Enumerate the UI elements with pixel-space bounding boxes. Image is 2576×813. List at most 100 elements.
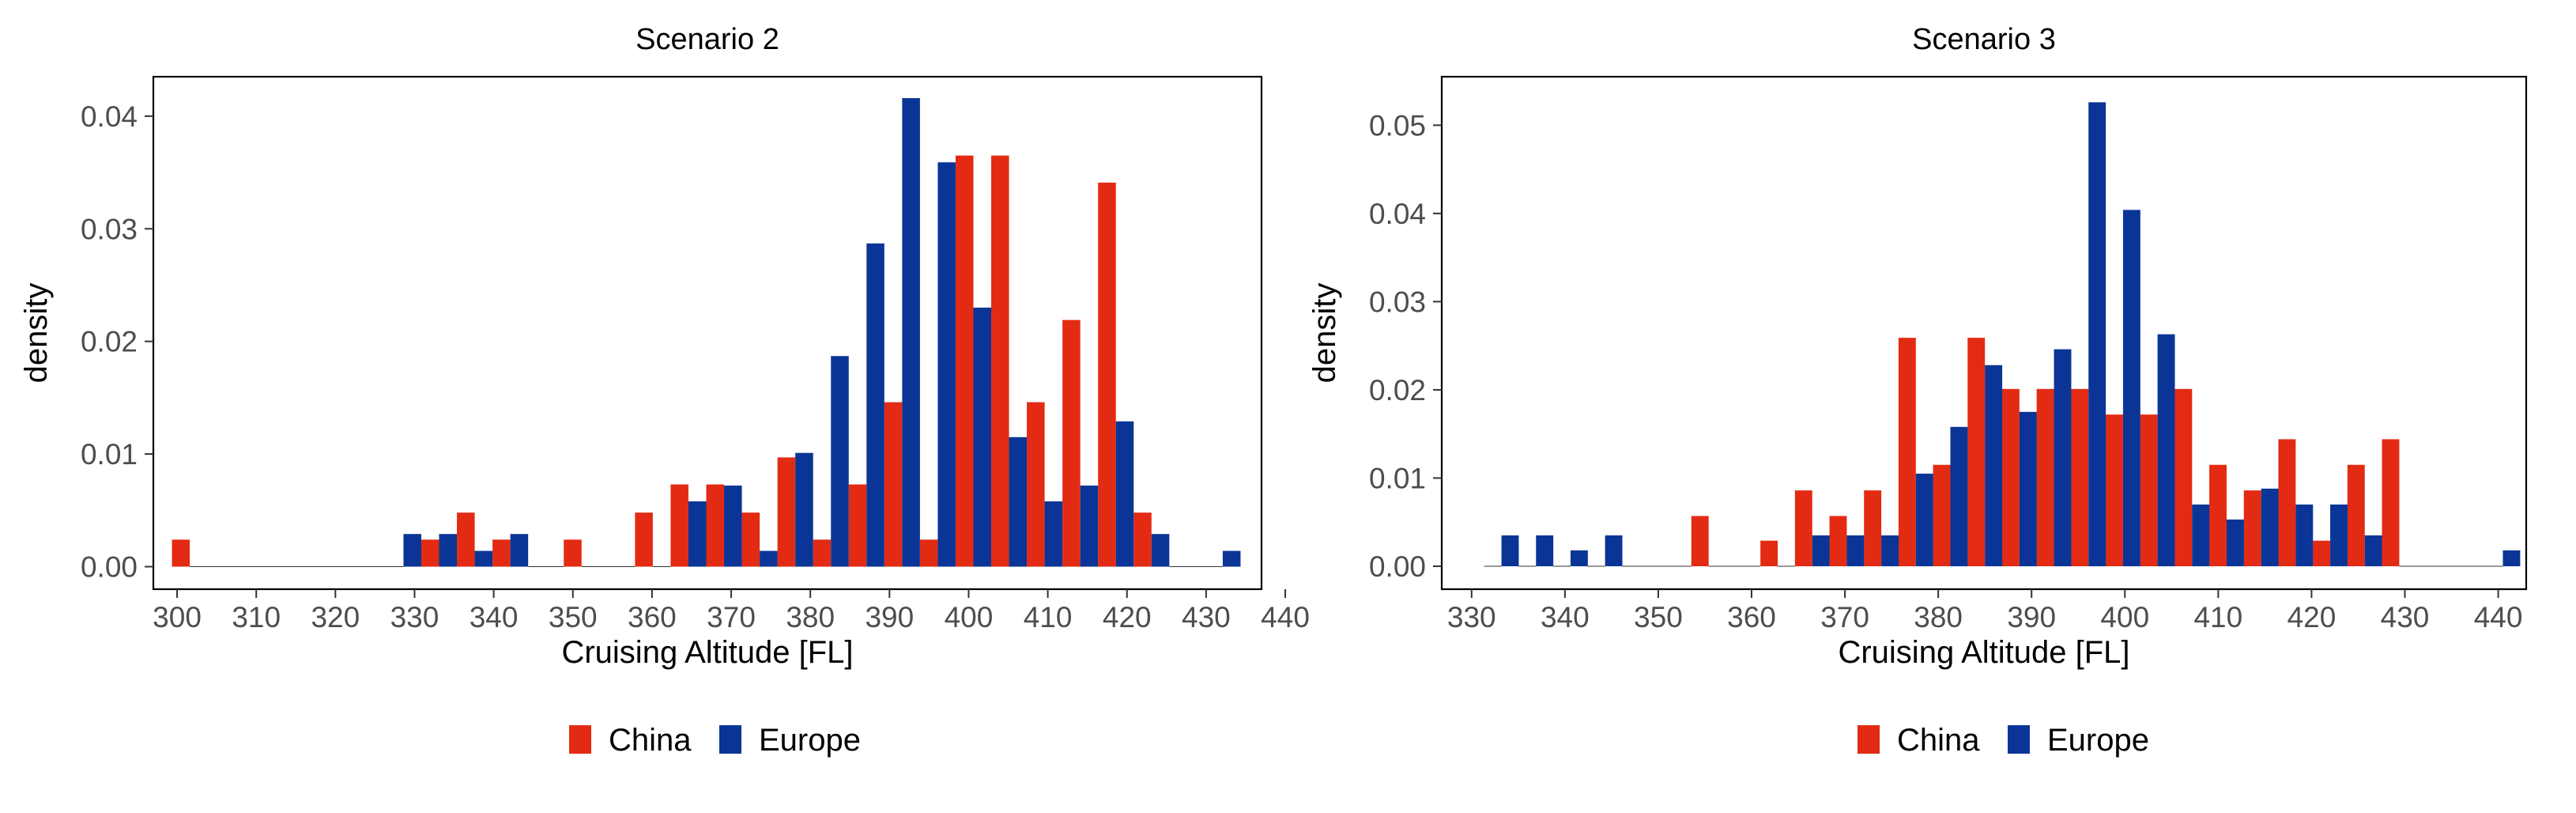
bar-europe bbox=[1846, 535, 1865, 567]
bar-europe bbox=[2226, 519, 2244, 567]
bar-china bbox=[2347, 464, 2365, 567]
bar-europe bbox=[2054, 349, 2072, 567]
x-tick-label: 340 bbox=[1541, 601, 1590, 633]
y-axis-label: density bbox=[19, 283, 54, 384]
plot-border bbox=[1440, 75, 2528, 591]
x-tick-label: 380 bbox=[786, 601, 835, 633]
bar-china bbox=[172, 539, 190, 567]
bar-china bbox=[813, 539, 832, 567]
legend-swatch-china bbox=[1858, 725, 1880, 754]
bar-europe bbox=[1950, 426, 1968, 567]
bar-china bbox=[457, 512, 475, 567]
bar-china bbox=[2209, 464, 2227, 567]
bar-china bbox=[2382, 439, 2400, 567]
bar-china bbox=[2140, 414, 2158, 567]
y-tick-label: 0.04 bbox=[81, 100, 138, 133]
bar-europe bbox=[2192, 504, 2210, 567]
bar-europe bbox=[1222, 550, 1241, 567]
bar-china bbox=[1760, 540, 1778, 567]
bar-europe bbox=[2295, 504, 2314, 567]
bar-china bbox=[635, 512, 653, 567]
bar-china bbox=[1864, 490, 1882, 567]
bar-europe bbox=[937, 162, 956, 567]
y-tick-label: 0.00 bbox=[81, 551, 138, 584]
x-tick-label: 440 bbox=[1261, 601, 1310, 633]
bar-china bbox=[1062, 320, 1081, 567]
bar-china bbox=[741, 512, 760, 567]
y-tick-label: 0.04 bbox=[1369, 198, 1426, 230]
x-axis-label: Cruising Altitude [FL] bbox=[561, 635, 853, 670]
y-tick-label: 0.03 bbox=[81, 213, 138, 245]
bar-china bbox=[421, 539, 439, 567]
x-tick-label: 350 bbox=[549, 601, 598, 633]
bar-china bbox=[1967, 338, 1986, 567]
plot-border bbox=[152, 75, 1263, 591]
x-tick-label: 390 bbox=[2007, 601, 2056, 633]
legend-swatch-europe bbox=[719, 725, 741, 754]
bar-europe bbox=[1570, 550, 1588, 567]
bar-china bbox=[1691, 516, 1709, 567]
bar-europe bbox=[2364, 535, 2382, 567]
bar-europe bbox=[2157, 334, 2175, 567]
bar-europe bbox=[1915, 473, 1933, 567]
x-tick-label: 360 bbox=[628, 601, 677, 633]
bar-europe bbox=[1044, 501, 1063, 567]
x-tick-label: 340 bbox=[470, 601, 519, 633]
chart-title: Scenario 3 bbox=[1912, 23, 2056, 56]
bar-europe bbox=[1009, 437, 1028, 567]
bar-europe bbox=[795, 452, 813, 567]
bar-europe bbox=[510, 534, 529, 567]
bar-europe bbox=[1151, 534, 1170, 567]
y-tick-label: 0.01 bbox=[1369, 462, 1426, 494]
bar-europe bbox=[973, 307, 992, 567]
chart-title: Scenario 2 bbox=[636, 23, 779, 56]
legend-swatch-europe bbox=[2008, 725, 2030, 754]
bar-europe bbox=[688, 501, 707, 567]
bar-europe bbox=[2502, 550, 2521, 567]
bar-china bbox=[777, 457, 796, 567]
bar-europe bbox=[439, 534, 458, 567]
x-tick-label: 410 bbox=[2193, 601, 2242, 633]
bar-europe bbox=[831, 356, 849, 567]
x-tick-label: 300 bbox=[153, 601, 202, 633]
bar-europe bbox=[1536, 535, 1554, 567]
y-tick-label: 0.02 bbox=[1369, 374, 1426, 406]
x-tick-label: 420 bbox=[2287, 601, 2337, 633]
bar-china bbox=[2106, 414, 2123, 567]
bar-china bbox=[1098, 182, 1116, 567]
bar-china bbox=[1933, 464, 1951, 567]
legend-label-europe: Europe bbox=[759, 723, 861, 758]
y-tick-label: 0.03 bbox=[1369, 285, 1426, 318]
legend-label-europe: Europe bbox=[2047, 723, 2149, 758]
bar-china bbox=[919, 539, 938, 567]
y-tick-label: 0.02 bbox=[81, 326, 138, 358]
y-tick-label: 0.00 bbox=[1369, 550, 1426, 583]
legend-label-china: China bbox=[1897, 723, 1980, 758]
bar-europe bbox=[760, 550, 778, 567]
bar-europe bbox=[2122, 210, 2140, 567]
x-axis-label: Cruising Altitude [FL] bbox=[1838, 635, 2129, 670]
x-tick-label: 330 bbox=[1447, 601, 1496, 633]
bar-china bbox=[2001, 388, 2020, 567]
bar-china bbox=[1829, 516, 1847, 567]
bar-europe bbox=[2330, 504, 2348, 567]
x-tick-label: 440 bbox=[2474, 601, 2523, 633]
bar-europe bbox=[724, 485, 742, 567]
legend-swatch-china bbox=[569, 725, 591, 754]
legend: China Europe bbox=[1858, 723, 2149, 758]
bar-china bbox=[706, 484, 725, 567]
bar-europe bbox=[866, 243, 884, 567]
bar-china bbox=[2036, 388, 2054, 567]
x-tick-label: 320 bbox=[311, 601, 360, 633]
bar-china bbox=[2243, 490, 2261, 567]
bar-china bbox=[2278, 439, 2296, 567]
bar-china bbox=[991, 155, 1009, 567]
bar-europe bbox=[1605, 535, 1623, 567]
bar-china bbox=[1133, 512, 1152, 567]
bar-china bbox=[955, 155, 974, 567]
bar-europe bbox=[2261, 488, 2279, 567]
x-tick-label: 360 bbox=[1727, 601, 1776, 633]
bar-europe bbox=[1080, 485, 1099, 567]
bar-china bbox=[2071, 388, 2089, 567]
